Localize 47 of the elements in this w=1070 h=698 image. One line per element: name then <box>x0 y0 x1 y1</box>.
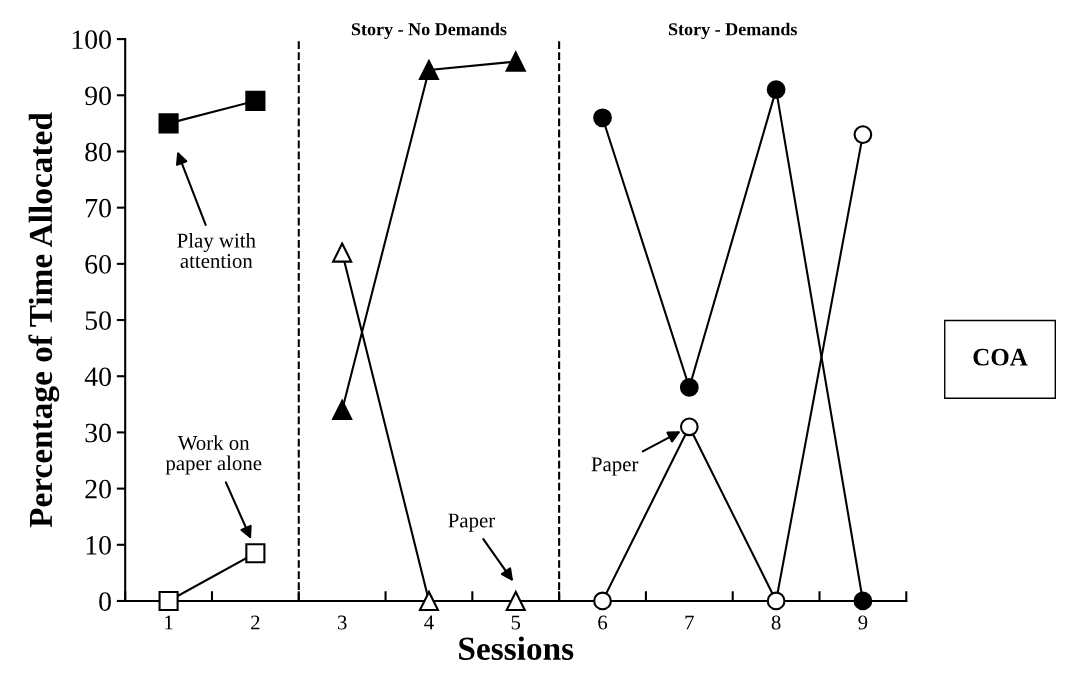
annotation: Paper <box>448 513 496 532</box>
point <box>766 80 786 100</box>
text: Story - Demands <box>668 22 797 40</box>
point <box>245 543 266 564</box>
y-tick-label: 40 <box>84 367 111 387</box>
x-tick-label: 6 <box>598 615 608 630</box>
y-tick-label: 0 <box>99 592 111 611</box>
x-tick-label: 1 <box>165 615 173 630</box>
point <box>418 590 440 612</box>
annotation: Play with attention <box>177 232 256 269</box>
y-tick-label: 50 <box>85 311 111 330</box>
y-tick-label: 100 <box>72 30 111 49</box>
x-tick-label: 8 <box>771 615 781 630</box>
x-tick-label: 2 <box>251 615 260 630</box>
point <box>679 378 699 397</box>
point <box>505 51 526 72</box>
point <box>853 125 873 144</box>
y-axis-title: Percentage of Time Allocated <box>28 112 60 528</box>
point <box>679 417 699 437</box>
point <box>245 90 266 111</box>
x-tick-label: 4 <box>424 615 434 630</box>
y-tick-label: 30 <box>85 423 111 443</box>
point <box>332 242 353 263</box>
point <box>505 590 526 612</box>
point <box>593 108 612 128</box>
y-tick-label: 10 <box>86 535 111 555</box>
point <box>593 591 612 611</box>
point <box>418 59 440 81</box>
text: Story - No Demands <box>351 22 507 40</box>
y-tick-label: 80 <box>85 142 111 162</box>
annotation: Work on paper alone <box>165 435 262 475</box>
x-tick-label: 5 <box>511 615 521 630</box>
point <box>158 590 179 612</box>
point <box>332 399 353 420</box>
y-tick-label: 20 <box>85 479 111 499</box>
y-tick-label: 60 <box>85 255 111 274</box>
x-tick-label: 3 <box>337 615 347 630</box>
x-tick-label: 7 <box>685 615 694 630</box>
annotation: Paper <box>591 457 639 476</box>
point <box>766 591 786 611</box>
point <box>853 591 873 611</box>
y-tick-label: 90 <box>85 86 111 106</box>
point <box>158 113 179 134</box>
y-tick-label: 70 <box>86 198 111 218</box>
text: COA <box>973 348 1028 366</box>
x-tick-label: 9 <box>858 615 868 630</box>
x-axis-title: Sessions <box>459 636 574 660</box>
